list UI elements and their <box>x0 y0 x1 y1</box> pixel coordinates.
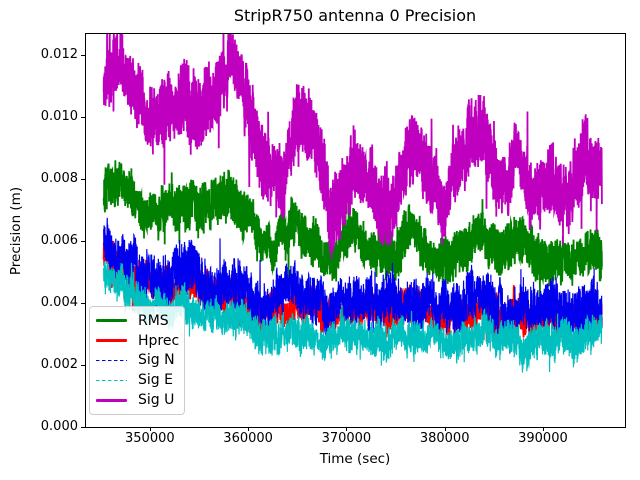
legend-row-sig-e: Sig E <box>96 370 184 390</box>
y-tick-label: 0.012 <box>40 47 78 62</box>
legend: RMS Hprec Sig N Sig E Sig U <box>89 306 185 415</box>
x-tick-label: 360000 <box>223 431 273 446</box>
legend-row-sig-n: Sig N <box>96 351 184 371</box>
legend-line-sample-sig-n <box>96 359 127 362</box>
y-tick-label: 0.010 <box>40 109 78 124</box>
x-tick-label: 380000 <box>419 431 470 446</box>
legend-label-hprec: Hprec <box>138 332 180 349</box>
legend-line-sample-sig-e <box>96 379 127 381</box>
chart-title: StripR750 antenna 0 Precision <box>233 6 477 25</box>
x-tick-label: 390000 <box>518 431 568 446</box>
legend-line-sample-rms <box>96 319 127 323</box>
x-tick-label: 370000 <box>321 431 372 446</box>
y-tick-label: 0.002 <box>40 357 78 372</box>
y-axis-label: Precision (m) <box>8 186 24 276</box>
legend-row-hprec: Hprec <box>96 331 184 351</box>
legend-row-sig-u: Sig U <box>96 390 184 410</box>
y-tick-label: 0.008 <box>40 171 78 186</box>
x-axis-label: Time (sec) <box>319 451 391 467</box>
legend-label-sig-u: Sig U <box>138 392 175 409</box>
legend-row-rms: RMS <box>96 311 184 331</box>
legend-label-sig-n: Sig N <box>138 352 175 369</box>
x-tick-label: 350000 <box>125 431 175 446</box>
legend-label-sig-e: Sig E <box>138 372 173 389</box>
legend-line-sample-sig-u <box>96 398 127 402</box>
legend-label-rms: RMS <box>138 312 169 329</box>
y-tick-label: 0.000 <box>40 419 78 434</box>
y-tick-label: 0.006 <box>40 233 78 248</box>
legend-line-sample-hprec <box>96 339 127 343</box>
y-tick-label: 0.004 <box>40 295 78 310</box>
